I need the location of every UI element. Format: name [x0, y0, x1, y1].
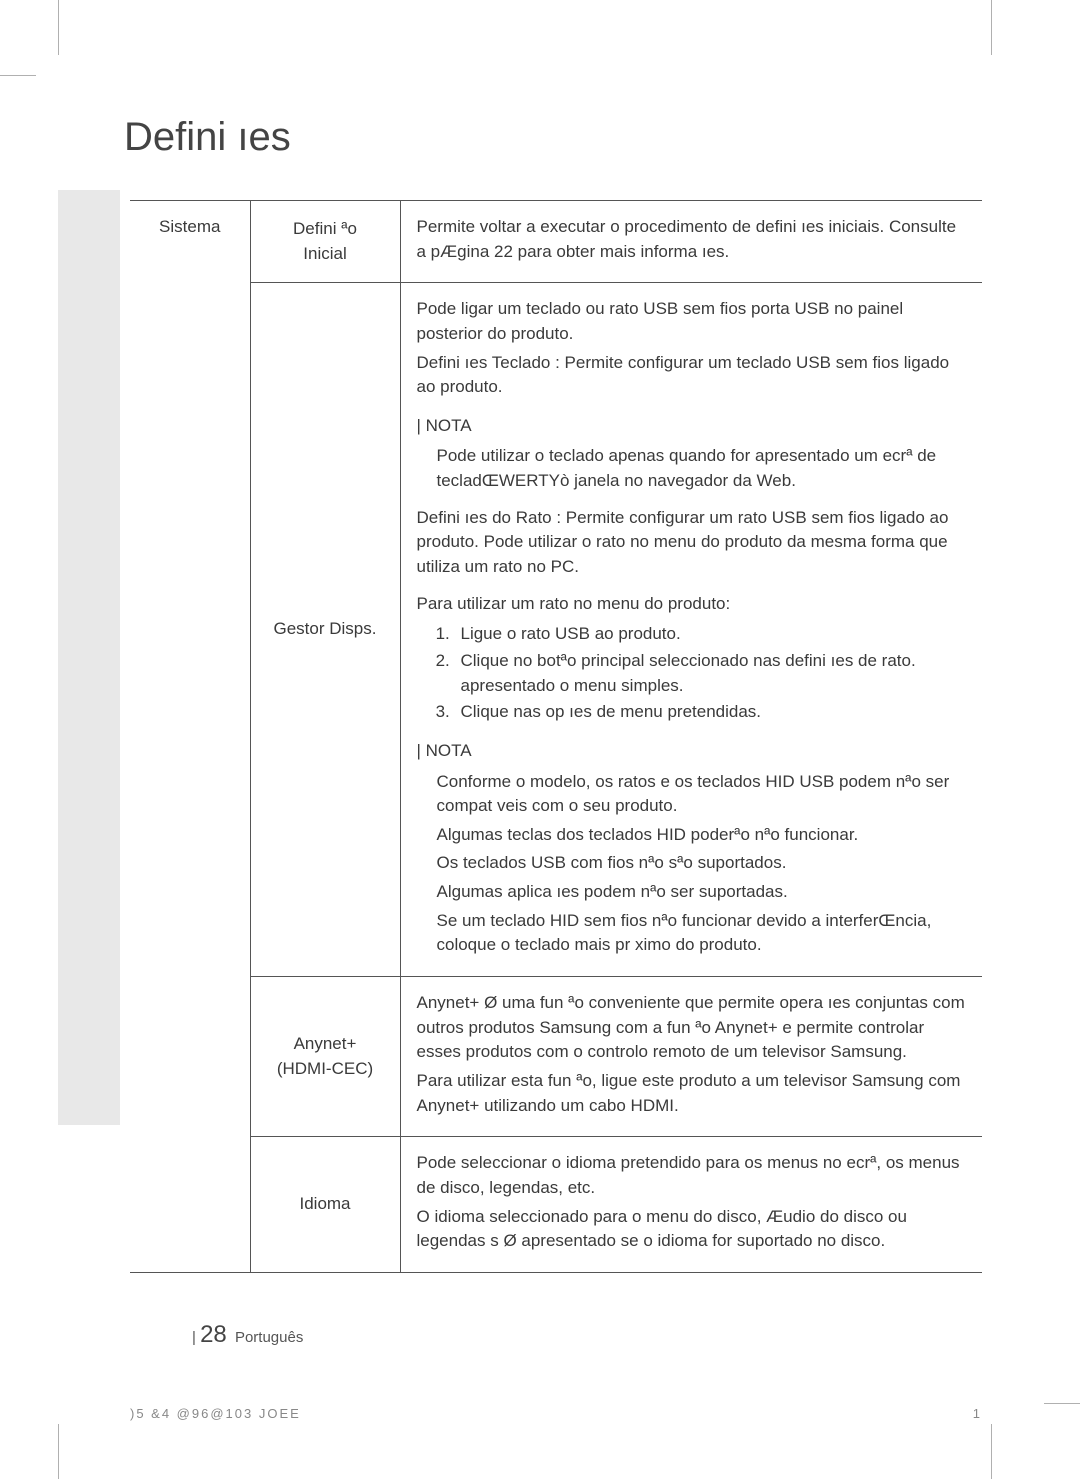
item-cell: Gestor Disps. — [250, 283, 400, 977]
list-item: Ligue o rato USB ao produto. — [455, 622, 967, 647]
desc-text: O idioma seleccionado para o menu do dis… — [417, 1205, 967, 1254]
desc-text: Anynet+ Ø uma fun ªo conveniente que per… — [417, 991, 967, 1065]
page-footer: | 28 Português — [120, 1321, 992, 1349]
table-row: Idioma Pode seleccionar o idioma pretend… — [130, 1137, 982, 1273]
settings-table: Sistema Defini ªo Inicial Permite voltar… — [130, 200, 982, 1273]
note-text: Se um teclado HID sem fios nªo funcionar… — [417, 909, 967, 958]
desc-cell: Pode ligar um teclado ou rato USB sem fi… — [400, 283, 982, 977]
content: Defini ıes Sistema Defini ªo Inicial Per… — [120, 115, 992, 1273]
desc-text: Para utilizar esta fun ªo, ligue este pr… — [417, 1069, 967, 1118]
desc-text: Pode seleccionar o idioma pretendido par… — [417, 1151, 967, 1200]
page-title: Defini ıes — [124, 115, 982, 160]
desc-text: Defini ıes Teclado : Permite configurar … — [417, 351, 967, 400]
desc-cell: Anynet+ Ø uma fun ªo conveniente que per… — [400, 977, 982, 1137]
desc-cell: Permite voltar a executar o procedimento… — [400, 201, 982, 283]
page-lang: Português — [235, 1329, 303, 1346]
print-slug: )5 &4 @96@103 JOEE 1 — [120, 1406, 992, 1421]
note-heading: | NOTA — [417, 414, 967, 439]
item-label: Idioma — [299, 1194, 350, 1213]
table-row: Sistema Defini ªo Inicial Permite voltar… — [130, 201, 982, 283]
list-item: Clique nas op ıes de menu pretendidas. — [455, 700, 967, 725]
item-cell: Defini ªo Inicial — [250, 201, 400, 283]
note-heading: | NOTA — [417, 739, 967, 764]
note-text: Conforme o modelo, os ratos e os teclado… — [417, 770, 967, 819]
steps-list: Ligue o rato USB ao produto. Clique no b… — [417, 622, 967, 725]
item-label: Defini ªo Inicial — [293, 217, 357, 266]
table-row: Anynet+ (HDMI-CEC) Anynet+ Ø uma fun ªo … — [130, 977, 982, 1137]
note-text: Pode utilizar o teclado apenas quando fo… — [417, 444, 967, 493]
list-item: Clique no botªo principal seleccionado n… — [455, 649, 967, 698]
note-text: Algumas aplica ıes podem nªo ser suporta… — [417, 880, 967, 905]
note-text: Algumas teclas dos teclados HID poderªo … — [417, 823, 967, 848]
note-text: Os teclados USB com fios nªo sªo suporta… — [417, 851, 967, 876]
slug-left: )5 &4 @96@103 JOEE — [130, 1406, 301, 1421]
desc-text: Para utilizar um rato no menu do produto… — [417, 592, 967, 617]
side-tab — [58, 190, 120, 1125]
table-row: Gestor Disps. Pode ligar um teclado ou r… — [130, 283, 982, 977]
desc-text: Defini ıes do Rato : Permite configurar … — [417, 506, 967, 580]
item-label: Gestor Disps. — [274, 619, 377, 638]
desc-cell: Pode seleccionar o idioma pretendido par… — [400, 1137, 982, 1273]
desc-text: Pode ligar um teclado ou rato USB sem fi… — [417, 297, 967, 346]
slug-right: 1 — [973, 1406, 982, 1421]
page: Defini ıes Sistema Defini ªo Inicial Per… — [58, 0, 992, 1479]
desc-text: Permite voltar a executar o procedimento… — [417, 215, 967, 264]
category-cell: Sistema — [130, 201, 250, 1273]
item-label: Anynet+ (HDMI-CEC) — [277, 1032, 373, 1081]
item-cell: Anynet+ (HDMI-CEC) — [250, 977, 400, 1137]
item-cell: Idioma — [250, 1137, 400, 1273]
page-number: 28 — [200, 1321, 227, 1348]
